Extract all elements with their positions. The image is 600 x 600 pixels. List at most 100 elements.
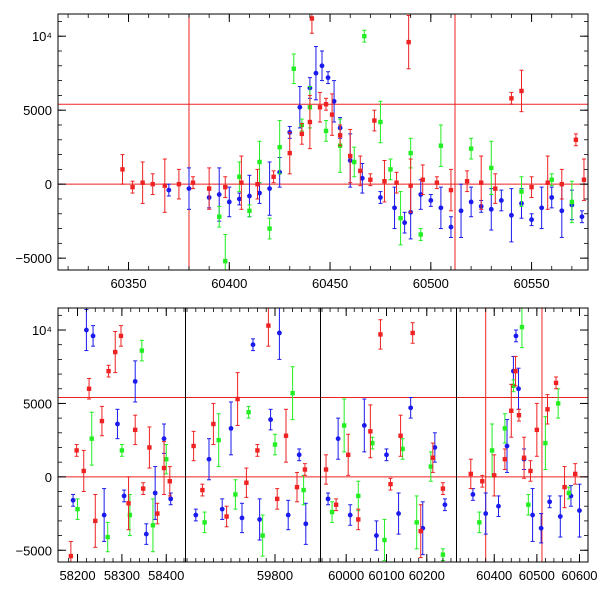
axis-break xyxy=(455,563,458,569)
data-point xyxy=(223,258,228,264)
data-point xyxy=(513,333,519,339)
data-point xyxy=(370,440,375,446)
data-point xyxy=(577,508,582,514)
x-tick-label: 60400 xyxy=(211,276,247,291)
y-tick-label: −5000 xyxy=(15,251,52,266)
data-point xyxy=(398,216,403,221)
data-point xyxy=(216,192,222,197)
data-point xyxy=(374,533,379,538)
data-point xyxy=(368,429,373,434)
x-tick-label: 60200 xyxy=(409,568,445,583)
data-point xyxy=(127,512,133,518)
data-point xyxy=(93,518,98,524)
data-point xyxy=(161,436,167,442)
data-point xyxy=(132,379,138,384)
data-point xyxy=(509,212,514,218)
data-point xyxy=(329,112,335,117)
data-point xyxy=(277,144,282,150)
data-point xyxy=(319,63,325,69)
data-point xyxy=(498,198,504,203)
data-point xyxy=(418,528,423,534)
data-point xyxy=(528,468,533,474)
data-point xyxy=(414,520,419,525)
data-point xyxy=(359,175,365,181)
data-point xyxy=(133,427,138,433)
data-point xyxy=(549,195,555,200)
data-point xyxy=(277,330,282,336)
data-point xyxy=(519,88,524,94)
data-point xyxy=(348,153,353,159)
data-point xyxy=(573,137,579,142)
data-point xyxy=(337,133,343,138)
y-tick-label: −5000 xyxy=(15,543,52,558)
x-tick-label: 58400 xyxy=(148,568,184,583)
data-point xyxy=(275,496,280,502)
data-point xyxy=(206,186,212,191)
data-point xyxy=(186,186,192,192)
data-point xyxy=(297,104,303,110)
y-tick-label: 0 xyxy=(45,470,52,485)
data-point xyxy=(559,208,565,214)
data-point xyxy=(534,427,540,433)
y-tick-label: 0 xyxy=(45,177,52,192)
data-point xyxy=(388,481,393,487)
data-point xyxy=(526,502,531,507)
data-point xyxy=(140,486,146,491)
data-point xyxy=(106,368,111,374)
data-point xyxy=(323,128,329,134)
data-point xyxy=(464,179,470,184)
data-point xyxy=(121,493,127,499)
top-plot-area xyxy=(58,14,588,270)
x-tick-label: 60600 xyxy=(561,568,597,583)
data-point xyxy=(257,190,262,196)
data-point xyxy=(119,448,125,453)
data-point xyxy=(299,131,305,137)
data-point xyxy=(388,167,393,172)
data-point xyxy=(68,553,74,559)
data-point xyxy=(509,408,514,413)
x-tick-label: 60500 xyxy=(413,276,449,291)
y-tick-label: 10⁴ xyxy=(32,323,52,338)
data-point xyxy=(382,537,387,543)
data-point xyxy=(573,471,578,477)
data-point xyxy=(285,512,291,518)
data-point xyxy=(325,496,331,502)
x-tick-label: 60000 xyxy=(328,568,364,583)
data-point xyxy=(470,492,476,497)
data-point xyxy=(356,517,361,522)
data-point xyxy=(511,383,516,389)
data-point xyxy=(440,552,446,557)
data-point xyxy=(224,514,229,519)
data-point xyxy=(581,177,587,182)
data-point xyxy=(126,501,131,506)
data-point xyxy=(266,323,271,328)
data-point xyxy=(428,198,434,203)
data-point xyxy=(190,180,196,185)
data-point xyxy=(84,327,89,333)
data-point xyxy=(555,401,561,406)
data-point xyxy=(250,342,256,348)
data-point xyxy=(255,448,260,453)
data-point xyxy=(236,196,242,202)
data-point xyxy=(309,16,315,21)
data-point xyxy=(516,386,521,392)
data-point xyxy=(562,484,567,490)
data-point xyxy=(547,499,553,505)
data-point xyxy=(530,512,535,518)
data-point xyxy=(101,512,107,518)
data-point xyxy=(303,521,309,527)
axis-break xyxy=(319,301,322,307)
data-point xyxy=(290,390,295,396)
data-point xyxy=(410,330,415,336)
data-point xyxy=(478,180,484,185)
data-point xyxy=(176,181,182,187)
y-tick-label: 5000 xyxy=(23,103,52,118)
data-point xyxy=(323,102,329,107)
data-point xyxy=(113,349,118,355)
x-tick-label: 58300 xyxy=(104,568,140,583)
data-point xyxy=(509,96,514,101)
data-point xyxy=(331,98,337,104)
data-point xyxy=(267,226,272,231)
y-tick-label: 5000 xyxy=(23,396,52,411)
